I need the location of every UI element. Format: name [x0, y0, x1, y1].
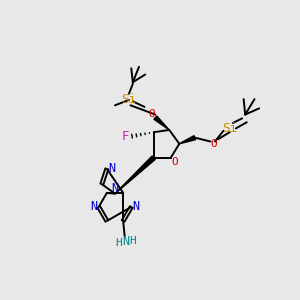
- Text: F: F: [122, 130, 130, 142]
- Text: N: N: [123, 235, 130, 248]
- Text: O: O: [148, 109, 155, 119]
- Text: Si: Si: [222, 122, 237, 135]
- Text: N: N: [132, 200, 140, 213]
- Text: O: O: [210, 139, 217, 149]
- Polygon shape: [115, 156, 155, 194]
- Text: N: N: [91, 200, 98, 213]
- Polygon shape: [179, 136, 196, 144]
- Text: O: O: [171, 157, 178, 166]
- Text: Si: Si: [122, 93, 136, 106]
- Polygon shape: [154, 116, 169, 130]
- Text: H: H: [129, 236, 136, 246]
- Text: N: N: [111, 182, 118, 195]
- Text: N: N: [108, 162, 115, 175]
- Text: H: H: [115, 238, 122, 248]
